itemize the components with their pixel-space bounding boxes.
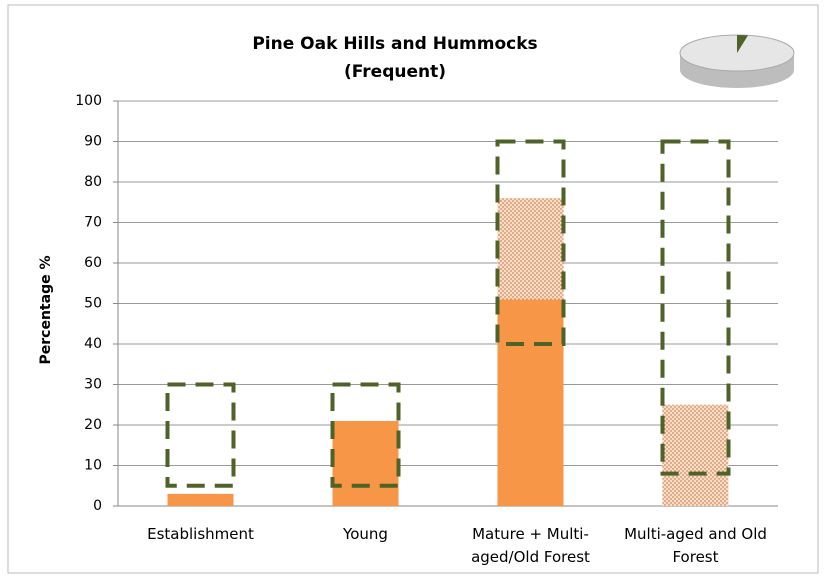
y-tick-label: 50 [84, 296, 102, 312]
y-tick-label: 30 [84, 377, 102, 393]
y-tick-label: 0 [93, 498, 102, 514]
y-axis-label: Percentage % [38, 256, 54, 365]
range-box [165, 382, 236, 488]
y-tick-label: 90 [84, 134, 102, 150]
y-tick-label: 100 [75, 93, 102, 109]
bar-segment [332, 420, 399, 506]
pie-icon [679, 34, 795, 88]
bar-segment [497, 198, 564, 300]
bar-segment [662, 404, 729, 506]
x-tick-label: Mature + Multi-aged/Old Forest [471, 525, 590, 566]
chart-title: (Frequent) [344, 62, 446, 82]
bar-segment [497, 299, 564, 506]
bar-segment [167, 493, 234, 506]
range-box [660, 139, 731, 476]
y-tick-label: 80 [84, 174, 102, 190]
y-tick-label: 20 [84, 417, 102, 433]
y-tick-label: 10 [84, 458, 102, 474]
chart-title: Pine Oak Hills and Hummocks [252, 34, 537, 54]
y-tick-label: 70 [84, 215, 102, 231]
y-tick-label: 40 [84, 336, 102, 352]
x-tick-label: Establishment [147, 525, 254, 543]
y-tick-label: 60 [84, 255, 102, 271]
range-box [495, 139, 566, 346]
x-tick-label: Young [343, 525, 388, 543]
x-tick-label: Multi-aged and Old Forest [624, 525, 767, 566]
range-box [330, 382, 401, 488]
